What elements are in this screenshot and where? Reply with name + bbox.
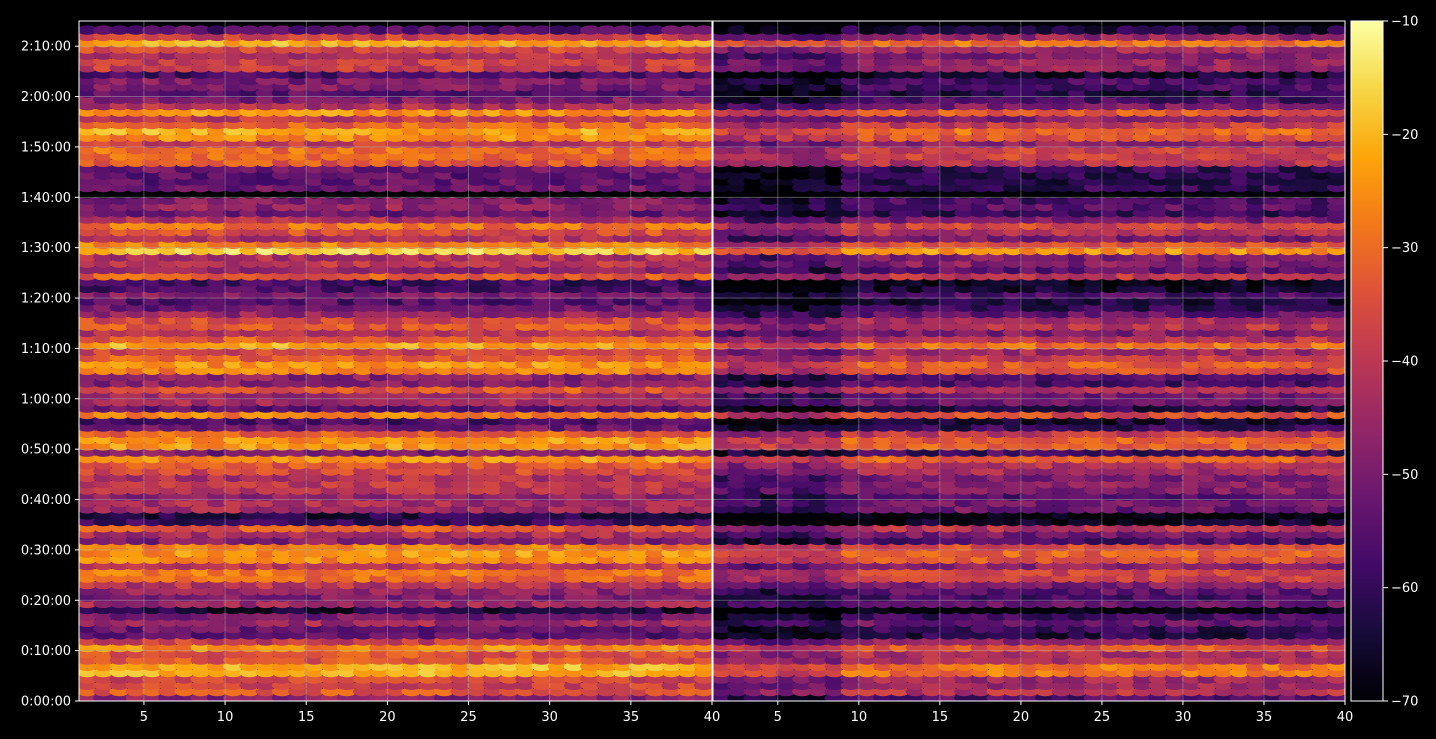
left-panel	[79, 21, 712, 701]
left-panel-cells	[79, 25, 712, 701]
heatmap-cell	[693, 25, 712, 35]
right-panel-cells	[713, 25, 1345, 701]
